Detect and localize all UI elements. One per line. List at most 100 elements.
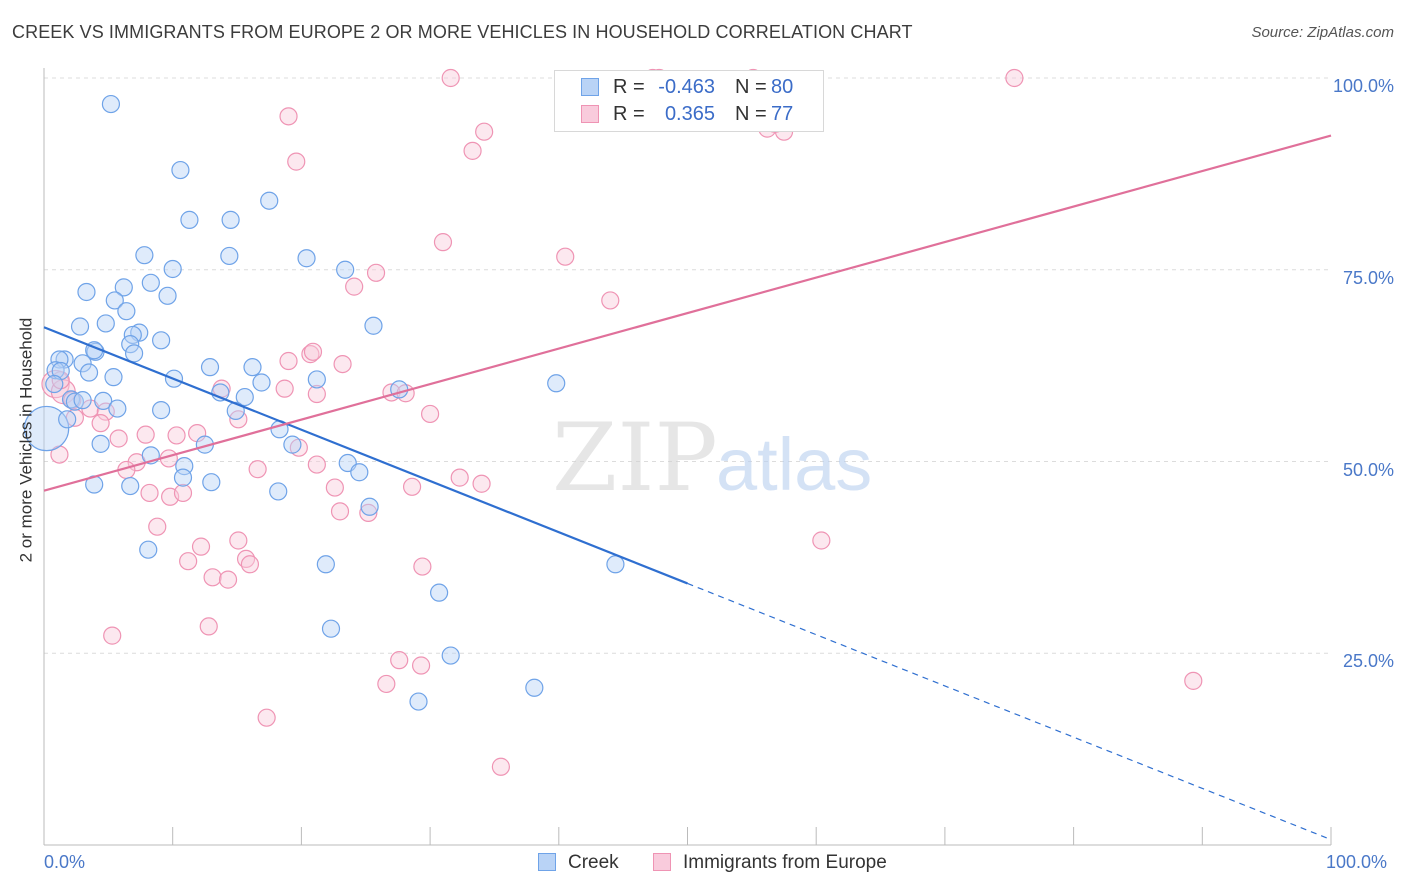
europe-point: [109, 429, 128, 448]
europe-point: [413, 557, 432, 576]
creek-point: [114, 278, 133, 297]
creek-point: [70, 317, 90, 336]
creek-point: [283, 435, 302, 454]
europe-point: [199, 617, 218, 636]
creek-point: [124, 344, 144, 363]
europe-point: [1184, 671, 1203, 690]
creek-point: [606, 555, 625, 574]
chart-title: CREEK VS IMMIGRANTS FROM EUROPE 2 OR MOR…: [12, 22, 913, 42]
europe-point: [279, 107, 298, 126]
europe-point: [303, 342, 323, 361]
creek-point: [252, 373, 271, 392]
r-value: 0.365: [664, 103, 715, 125]
europe-point: [218, 570, 238, 589]
creek-point: [152, 331, 171, 350]
creek-point: [220, 246, 239, 266]
creek-point: [321, 619, 341, 638]
creek-point: [171, 160, 190, 180]
creek-trend-extension: [687, 582, 1332, 841]
legend: Creek Immigrants from Europe: [0, 852, 1406, 878]
creek-point: [121, 476, 140, 496]
europe-point: [191, 537, 211, 556]
europe-point: [325, 478, 344, 497]
europe-point: [167, 426, 186, 445]
creek-point: [409, 692, 428, 711]
creek-point: [96, 314, 115, 333]
legend-label: Creek: [568, 852, 619, 873]
r-label: R =: [613, 76, 645, 98]
europe-point: [433, 233, 453, 252]
creek-point: [50, 350, 69, 369]
creek-point: [94, 391, 113, 411]
r-label: R =: [613, 103, 645, 125]
europe-point: [240, 555, 260, 574]
creek-point: [135, 246, 154, 265]
y-tick-label: 75.0%: [1342, 267, 1394, 288]
creek-points: [23, 94, 625, 711]
creek-point: [336, 260, 355, 279]
creek-point: [547, 374, 566, 393]
y-tick-label: 25.0%: [1342, 651, 1394, 672]
creek-point: [73, 391, 92, 410]
creek-point: [175, 457, 194, 476]
europe-point: [556, 247, 575, 266]
r-value: -0.463: [658, 76, 715, 98]
europe-point: [421, 404, 440, 424]
creek-point: [364, 316, 383, 335]
europe-swatch: [581, 105, 599, 123]
europe-point: [377, 674, 396, 694]
creek-point: [260, 191, 279, 210]
creek-point: [158, 286, 177, 305]
legend-label: Immigrants from Europe: [683, 852, 887, 873]
europe-point: [366, 263, 386, 282]
y-tick-label: 100.0%: [1332, 76, 1394, 96]
creek-point: [121, 335, 140, 354]
creek-swatch: [581, 78, 599, 96]
stats-row-europe: R = 0.365 N = 77: [555, 101, 823, 127]
creek-point: [350, 463, 369, 482]
creek-point: [200, 358, 220, 377]
creek-point: [23, 405, 70, 452]
creek-point: [58, 410, 77, 429]
creek-point: [297, 249, 316, 268]
stats-row-creek: R = -0.463 N = 80: [555, 74, 823, 100]
europe-point: [463, 141, 482, 160]
creek-point: [45, 374, 64, 394]
europe-point: [333, 354, 352, 374]
legend-item-europe[interactable]: Immigrants from Europe: [653, 852, 887, 874]
creek-trend-line: [43, 326, 688, 585]
creek-point: [202, 473, 221, 492]
creek-point: [117, 302, 136, 321]
creek-point: [104, 368, 123, 387]
europe-point: [229, 531, 248, 550]
europe-point: [103, 626, 122, 645]
n-label: N =: [735, 103, 767, 125]
n-value: 77: [771, 103, 794, 125]
legend-item-creek[interactable]: Creek: [538, 852, 619, 874]
europe-point: [257, 708, 276, 727]
europe-point: [91, 414, 110, 433]
europe-point: [279, 351, 298, 371]
creek-point: [46, 361, 65, 380]
europe-point: [140, 483, 159, 503]
europe-point: [359, 503, 378, 522]
europe-point: [179, 552, 198, 571]
europe-point: [472, 474, 491, 493]
europe-point: [248, 460, 267, 479]
creek-point: [139, 540, 158, 559]
europe-point: [450, 468, 469, 487]
creek-point: [525, 678, 544, 697]
creek-point: [316, 555, 335, 574]
creek-point: [163, 259, 182, 279]
europe-point: [601, 291, 620, 310]
creek-point: [91, 434, 110, 453]
creek-point: [79, 363, 99, 382]
europe-point: [441, 68, 460, 88]
creek-point: [235, 387, 254, 407]
creek-point: [180, 210, 199, 229]
creek-legend-swatch: [538, 853, 556, 871]
y-axis-label-wrap: 2 or more Vehicles in Household: [14, 120, 38, 760]
stats-box: R = -0.463 N = 80 R = 0.365 N = 77: [554, 70, 824, 132]
europe-point: [390, 651, 409, 670]
